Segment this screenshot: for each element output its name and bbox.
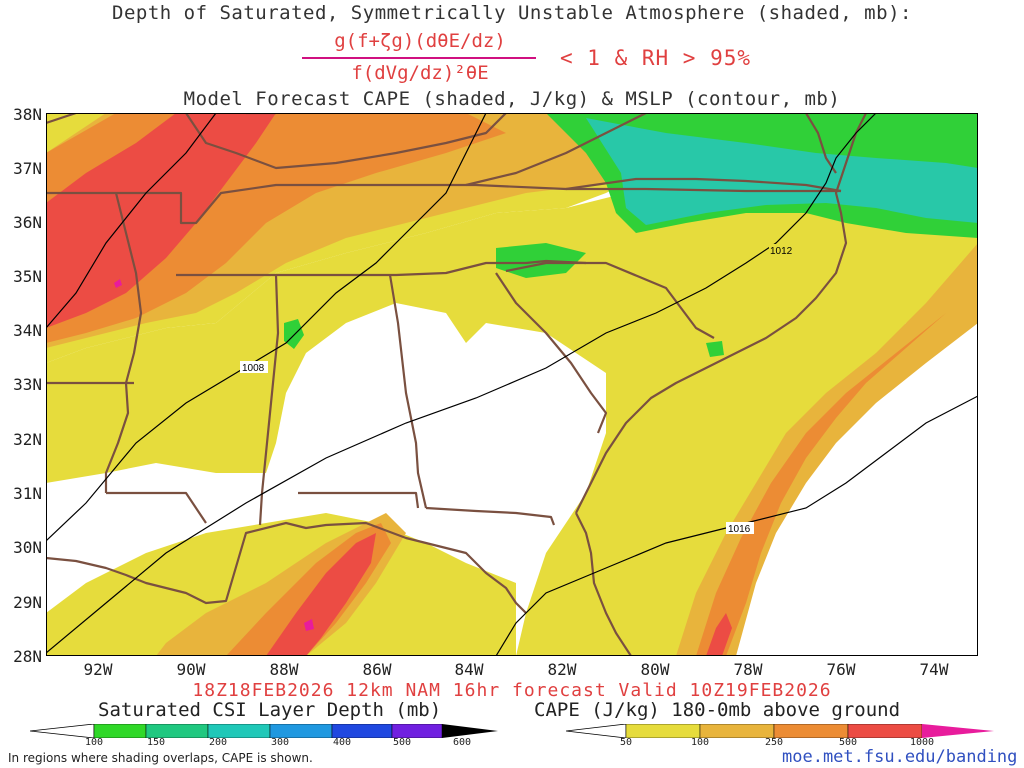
overlap-note: In regions where shading overlaps, CAPE … xyxy=(8,751,313,765)
delmarva-coast xyxy=(805,113,837,174)
map-subtitle: Model Forecast CAPE (shaded, J/kg) & MSL… xyxy=(183,88,841,110)
map-frame xyxy=(46,113,978,656)
cape-colorbar-low-arrow xyxy=(566,724,627,738)
csi-colorbar-high-arrow xyxy=(442,724,498,738)
csi-bin xyxy=(331,724,393,738)
map-title: Depth of Saturated, Symmetrically Unstab… xyxy=(112,2,912,24)
cape-colorbar-high-arrow xyxy=(922,724,994,738)
isobar-labels: 1008 1012 1016 xyxy=(240,244,795,535)
cape-colorbar xyxy=(566,724,994,738)
cape-bin xyxy=(773,724,849,738)
csi-shading xyxy=(284,113,978,357)
state-borders xyxy=(46,113,867,656)
csi-condition: < 1 & RH > 95% xyxy=(560,46,752,70)
csi-150-region-sc xyxy=(706,341,724,357)
isobar-label-1012: 1012 xyxy=(770,246,793,257)
cape-tick: 1000 xyxy=(909,737,935,748)
lat-label: 38N xyxy=(13,105,42,124)
formula-fraction-bar xyxy=(302,57,536,59)
mslp-isobars xyxy=(46,113,978,656)
lat-label: 35N xyxy=(13,267,42,286)
csi-tick: 100 xyxy=(84,737,104,748)
csi-bin xyxy=(391,724,443,738)
tn-ms-al-border xyxy=(176,259,587,277)
ga-fl-border xyxy=(425,506,556,526)
source-url: moe.met.fsu.edu/banding xyxy=(782,747,1018,767)
cape-500-region-atlantic xyxy=(706,613,732,656)
csi-bin xyxy=(93,724,147,738)
ga-sc-border xyxy=(495,272,608,434)
lon-label: 88W xyxy=(269,660,299,679)
lat-label: 34N xyxy=(13,321,42,340)
la-ms-border xyxy=(46,381,207,524)
csi-bin xyxy=(269,724,333,738)
csi-200-region-virginia xyxy=(586,118,978,225)
va-wv-border xyxy=(465,113,647,187)
isobar-1012 xyxy=(46,113,877,654)
cape-1000-spot-ms xyxy=(114,279,122,288)
csi-tick: 600 xyxy=(452,737,472,748)
lon-label: 92W xyxy=(83,660,113,679)
sc-nc-border xyxy=(505,261,715,339)
cape-tick: 50 xyxy=(619,737,633,748)
forecast-map: 1008 1012 1016 xyxy=(46,113,978,656)
ms-al-border xyxy=(258,274,280,526)
cape-tick: 100 xyxy=(690,737,710,748)
lon-label: 78W xyxy=(733,660,763,679)
csi-legend-title: Saturated CSI Layer Depth (mb) xyxy=(98,699,442,721)
isobar-label-1016: 1016 xyxy=(728,524,751,535)
lon-label: 80W xyxy=(640,660,670,679)
csi-tick: 300 xyxy=(270,737,290,748)
csi-bin xyxy=(145,724,209,738)
ky-tn-border xyxy=(46,183,841,225)
lon-label: 84W xyxy=(454,660,484,679)
cape-bin xyxy=(847,724,923,738)
gulf-coast xyxy=(46,521,527,614)
lon-label: 90W xyxy=(176,660,206,679)
cape-legend-title: CAPE (J/kg) 180-0mb above ground xyxy=(534,699,901,721)
lat-label: 30N xyxy=(13,538,42,557)
forecast-valid-time: 18Z18FEB2026 12km NAM 16hr forecast Vali… xyxy=(192,680,832,701)
csi-colorbar xyxy=(30,724,498,738)
isobar-label-1008: 1008 xyxy=(242,363,265,374)
lat-label: 29N xyxy=(13,593,42,612)
csi-formula-numerator: g(f+ζg)(dθE/dz) xyxy=(334,30,506,52)
lat-label: 37N xyxy=(13,159,42,178)
lon-label: 86W xyxy=(362,660,392,679)
csi-tick: 500 xyxy=(392,737,412,748)
csi-bin xyxy=(207,724,271,738)
cape-bin xyxy=(699,724,775,738)
al-ga-border xyxy=(388,274,428,509)
ky-wv-border xyxy=(185,113,507,170)
lon-label: 76W xyxy=(826,660,856,679)
csi-tick: 200 xyxy=(208,737,228,748)
csi-150-region-al xyxy=(284,319,304,349)
cape-shading xyxy=(46,113,978,656)
lat-label: 32N xyxy=(13,430,42,449)
lon-label: 82W xyxy=(547,660,577,679)
csi-tick: 150 xyxy=(146,737,166,748)
lat-label: 36N xyxy=(13,213,42,232)
fl-al-border xyxy=(298,491,420,509)
lat-label: 31N xyxy=(13,484,42,503)
isobar-1008 xyxy=(46,113,487,542)
cape-1000-spot-gulf xyxy=(304,619,314,631)
cape-tick: 500 xyxy=(838,737,858,748)
cape-500-region-gulf xyxy=(266,533,376,656)
cape-bin xyxy=(625,724,701,738)
cape-500-region-north xyxy=(46,113,276,328)
ms-river xyxy=(104,192,143,493)
atlantic-coast xyxy=(575,113,867,656)
nc-va-border xyxy=(565,177,842,193)
csi-tick: 400 xyxy=(332,737,352,748)
lat-label: 28N xyxy=(13,647,42,666)
lat-label: 33N xyxy=(13,375,42,394)
csi-colorbar-low-arrow xyxy=(30,724,95,738)
isobar-1008-west xyxy=(46,113,217,329)
lon-label: 74W xyxy=(919,660,949,679)
cape-tick: 250 xyxy=(764,737,784,748)
ky-in-border xyxy=(46,113,276,125)
csi-formula-denominator: f(dVg/dz)²θE xyxy=(351,62,489,84)
